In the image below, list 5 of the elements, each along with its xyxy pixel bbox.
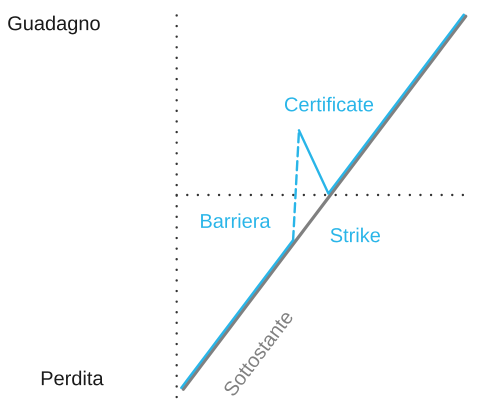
text: Guadagno bbox=[8, 16, 100, 34]
series-label: Certificate bbox=[284, 96, 374, 112]
text: Perdita bbox=[42, 370, 104, 386]
annotation: Strike bbox=[330, 228, 380, 242]
annotation: Barriera bbox=[201, 213, 271, 228]
